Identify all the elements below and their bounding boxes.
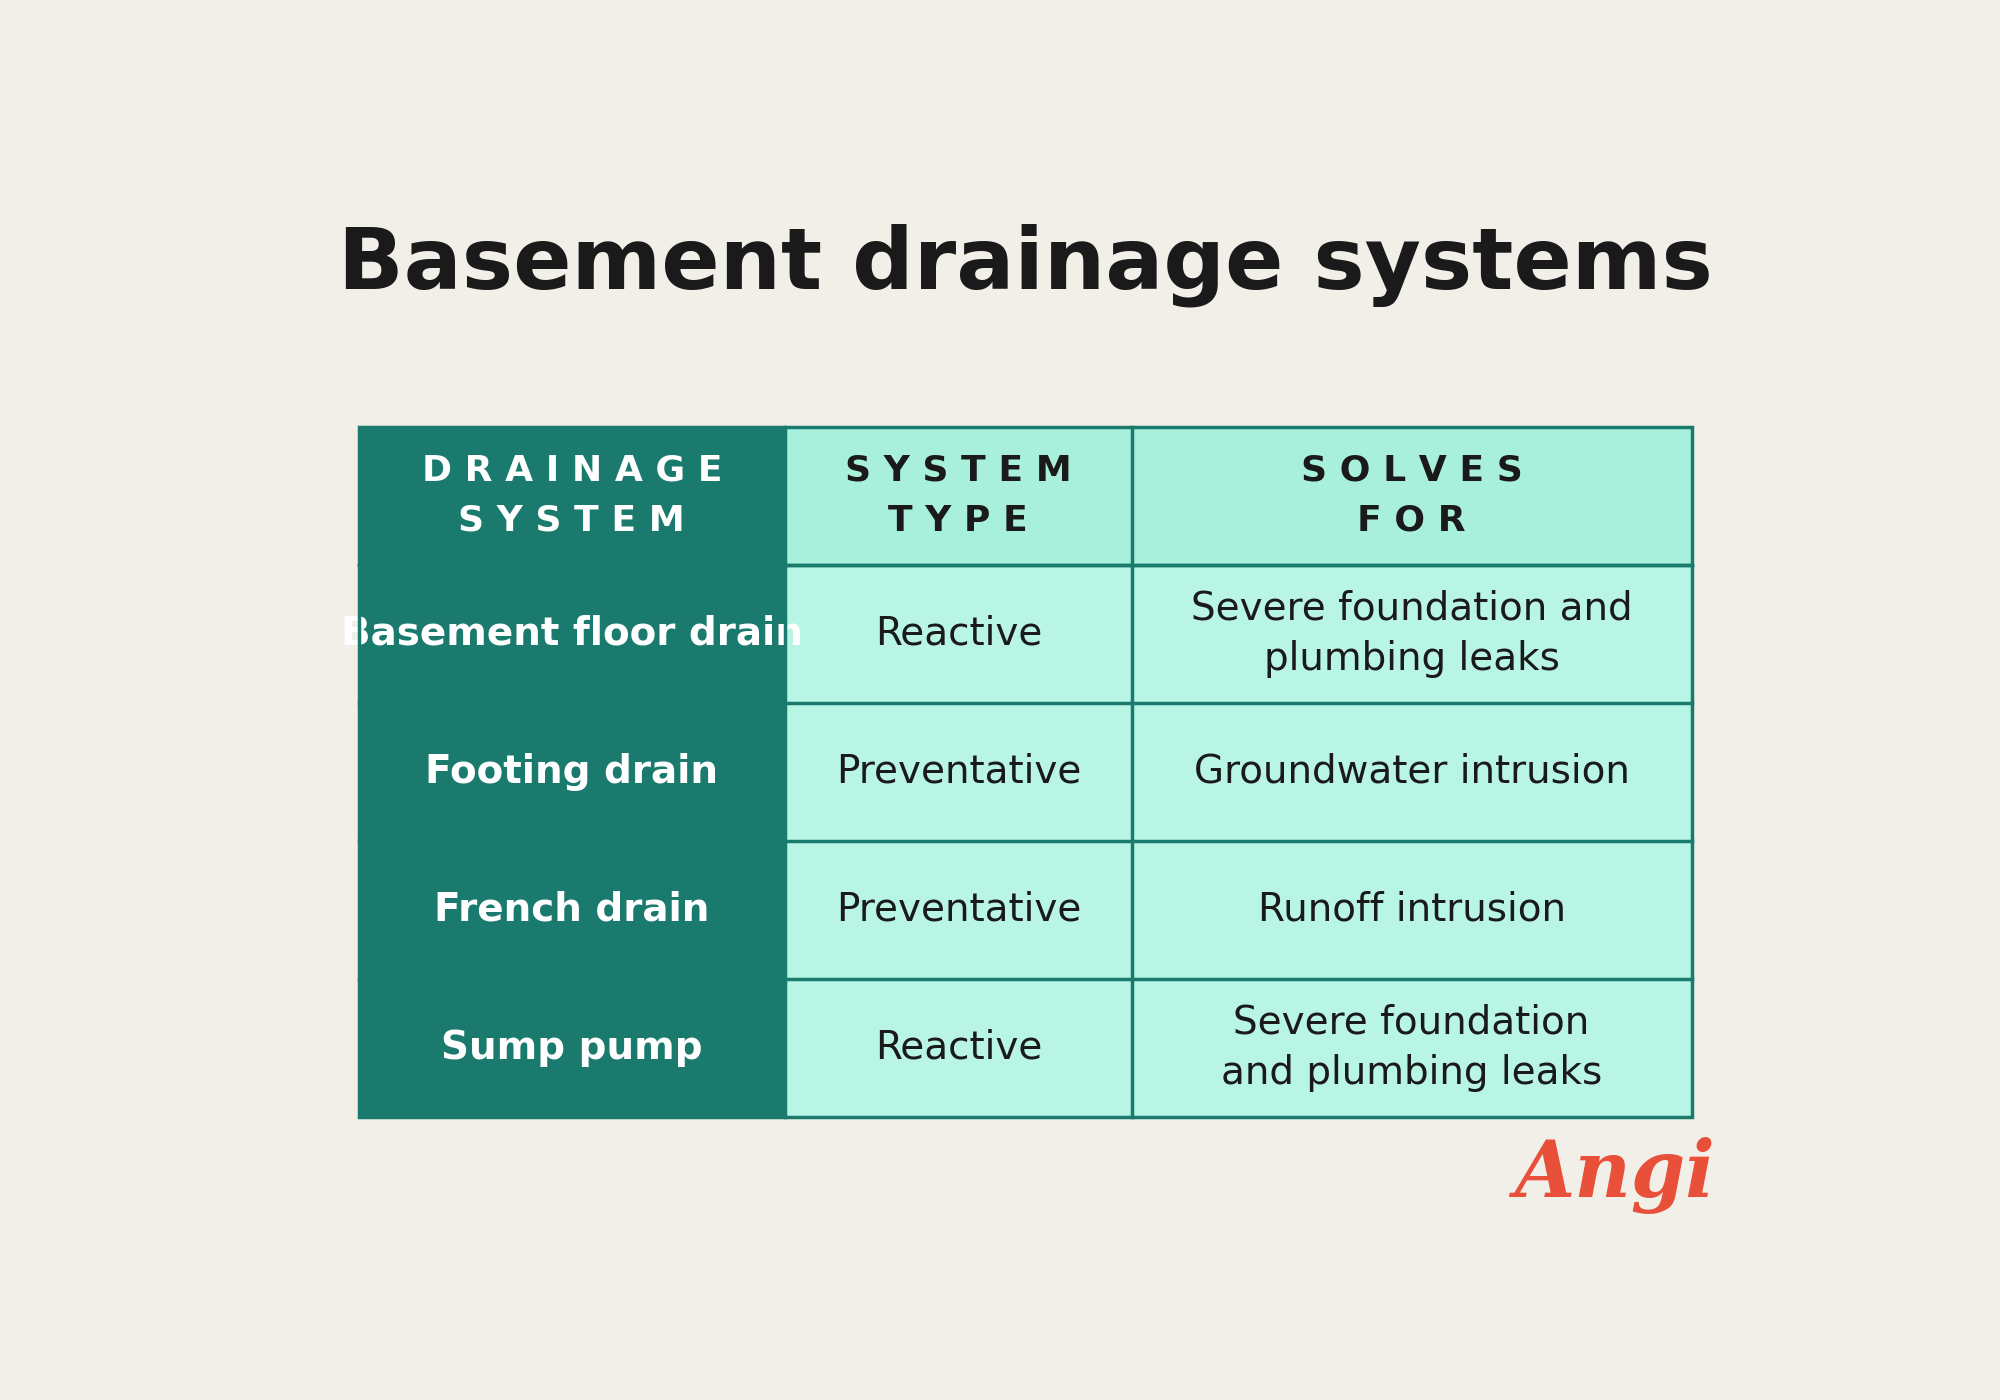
Bar: [358, 564, 786, 703]
Text: S O L V E S
F O R: S O L V E S F O R: [1300, 454, 1522, 538]
Bar: [786, 840, 1132, 979]
Text: Severe foundation
and plumbing leaks: Severe foundation and plumbing leaks: [1220, 1004, 1602, 1092]
Bar: [358, 703, 786, 840]
Bar: [786, 703, 1132, 840]
Bar: [1132, 427, 1692, 564]
Text: Preventative: Preventative: [836, 890, 1082, 928]
Text: Footing drain: Footing drain: [426, 753, 718, 791]
Bar: [1132, 979, 1692, 1117]
Bar: [358, 840, 786, 979]
Bar: [1132, 564, 1692, 703]
Bar: [786, 564, 1132, 703]
Bar: [786, 427, 1132, 564]
Text: D R A I N A G E
S Y S T E M: D R A I N A G E S Y S T E M: [422, 454, 722, 538]
Text: French drain: French drain: [434, 890, 710, 928]
Bar: [358, 427, 786, 564]
Text: Reactive: Reactive: [874, 615, 1042, 652]
Text: Severe foundation and
plumbing leaks: Severe foundation and plumbing leaks: [1190, 589, 1632, 678]
Bar: [1132, 703, 1692, 840]
Text: Reactive: Reactive: [874, 1029, 1042, 1067]
Text: Runoff intrusion: Runoff intrusion: [1258, 890, 1566, 928]
Bar: [1132, 840, 1692, 979]
Text: Basement floor drain: Basement floor drain: [340, 615, 802, 652]
Text: Angi: Angi: [1514, 1137, 1714, 1214]
Text: Sump pump: Sump pump: [440, 1029, 702, 1067]
Bar: [358, 427, 1692, 1117]
Text: S Y S T E M
T Y P E: S Y S T E M T Y P E: [844, 454, 1072, 538]
Bar: [786, 979, 1132, 1117]
Text: Groundwater intrusion: Groundwater intrusion: [1194, 753, 1630, 791]
Bar: [358, 979, 786, 1117]
Text: Preventative: Preventative: [836, 753, 1082, 791]
Text: Basement drainage systems: Basement drainage systems: [338, 223, 1712, 307]
